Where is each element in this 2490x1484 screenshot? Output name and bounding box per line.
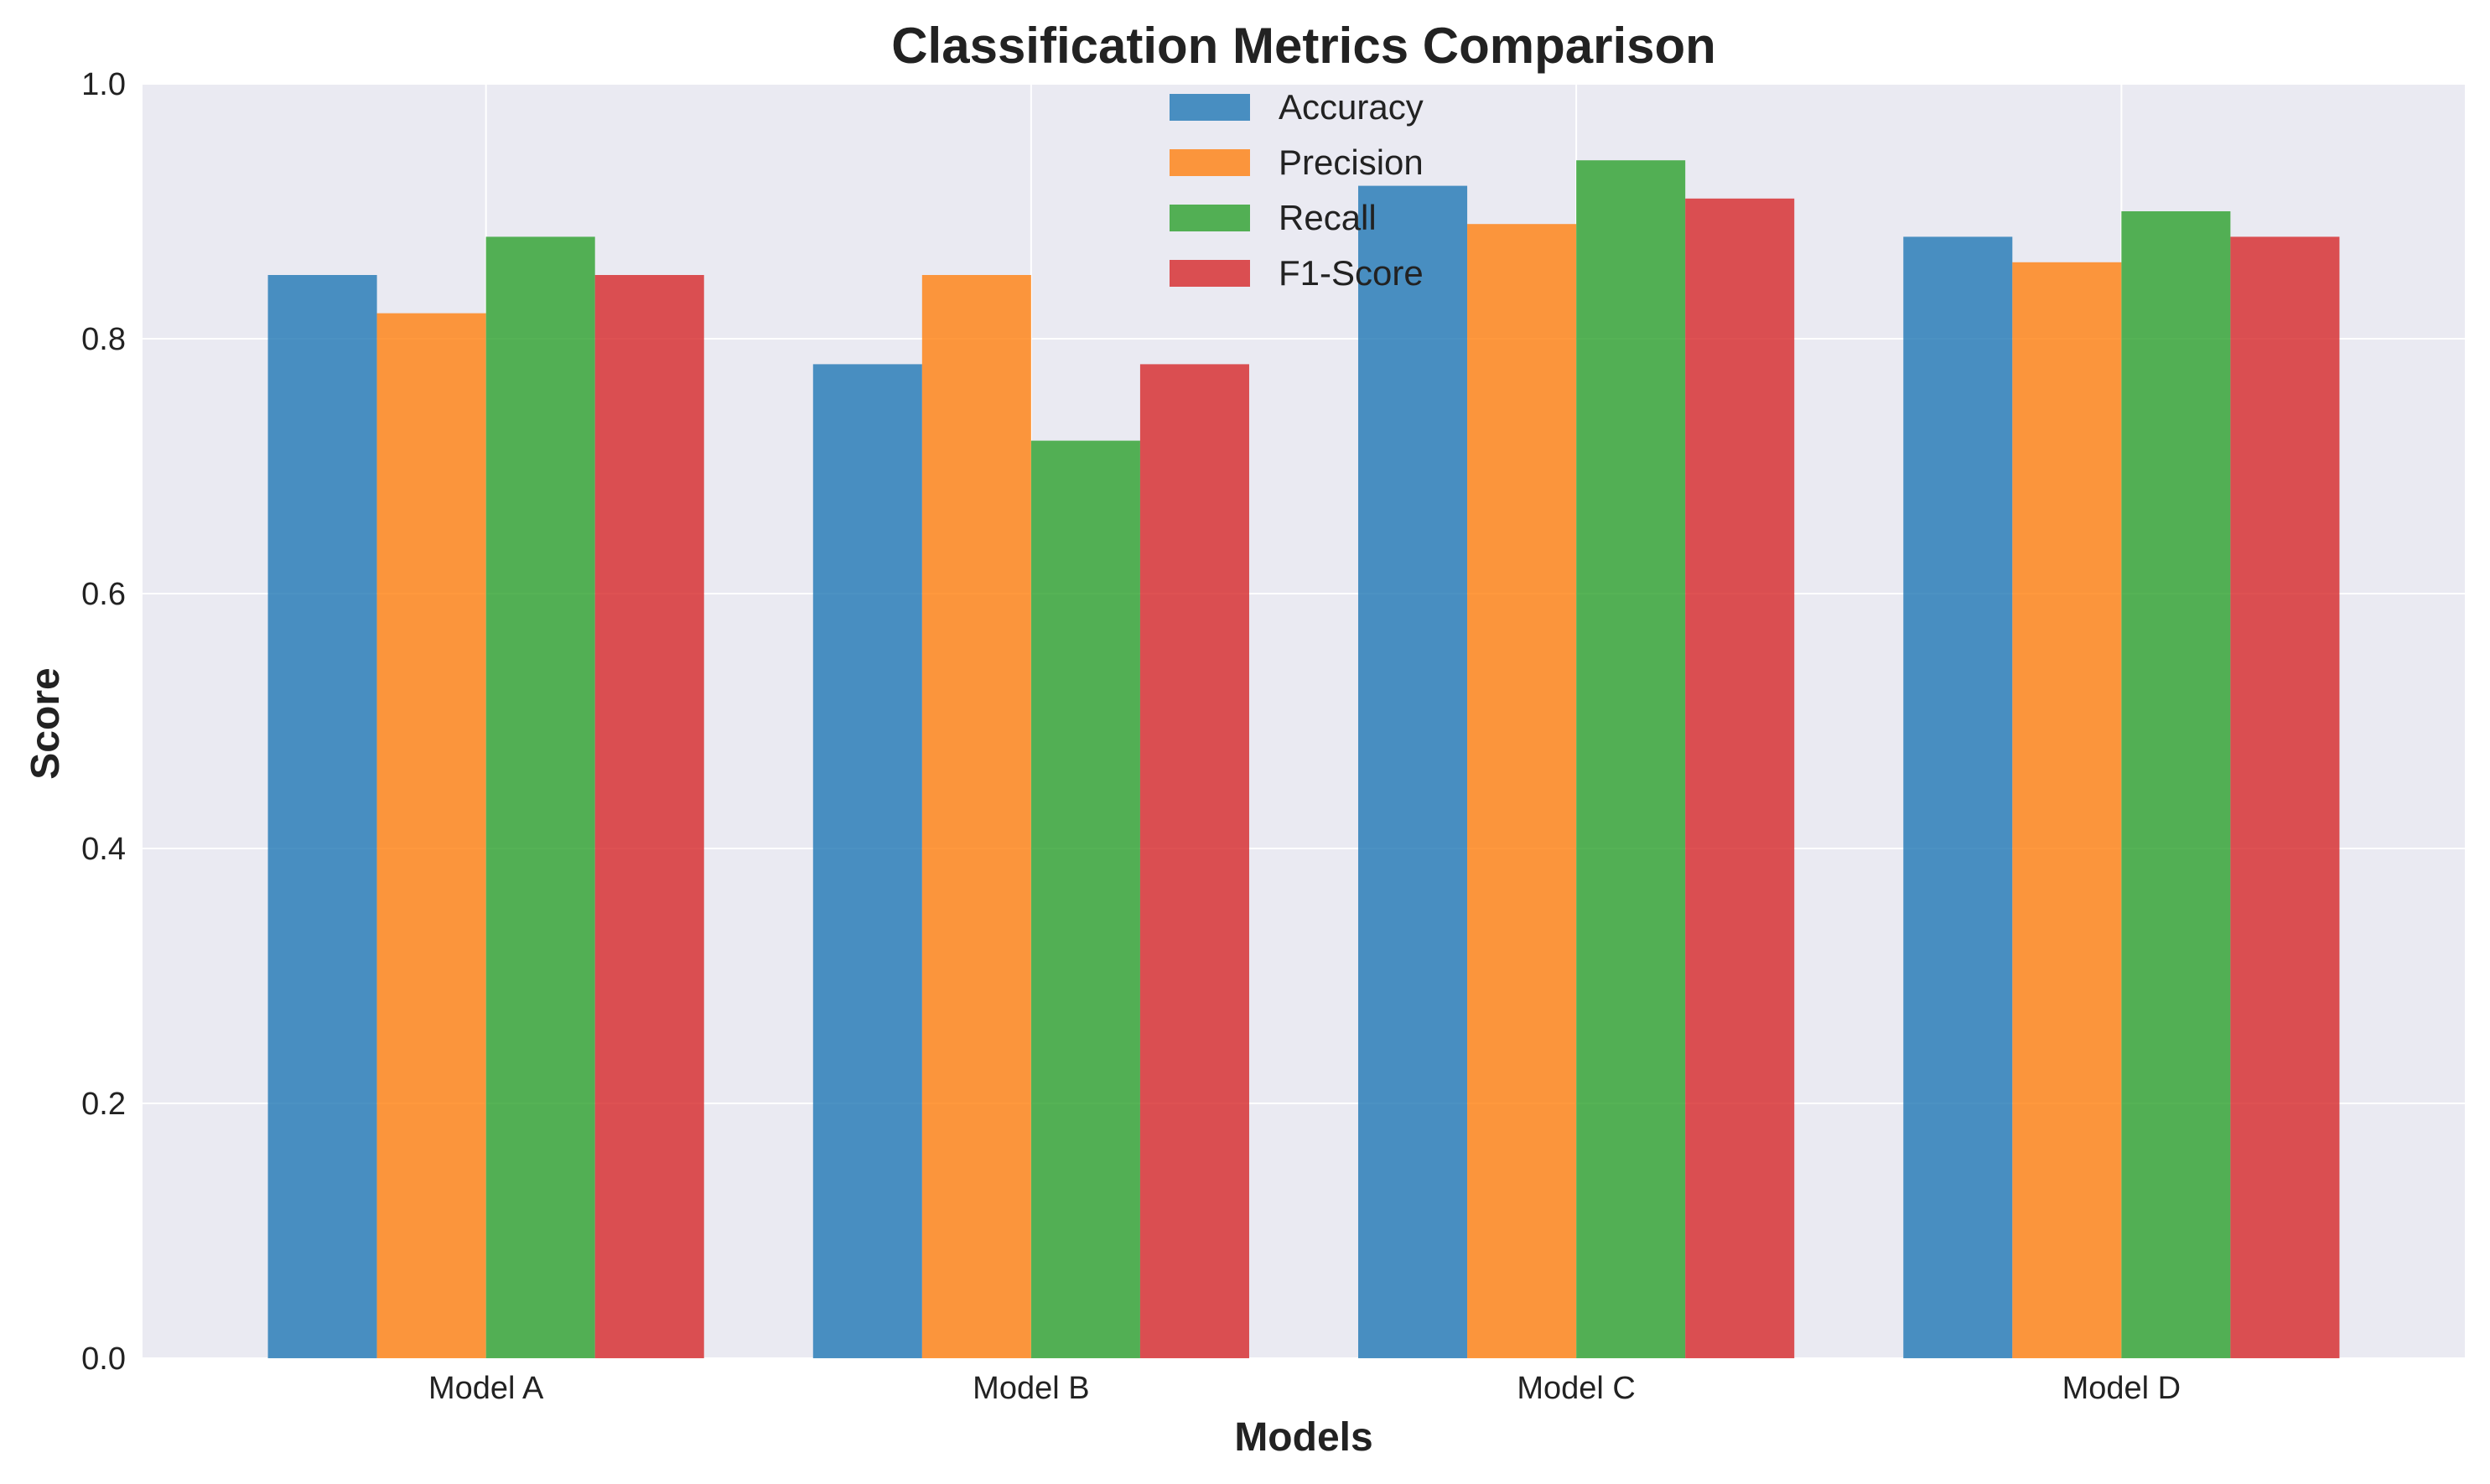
x-tick-label: Model A — [428, 1371, 544, 1406]
y-tick-label: 0.4 — [81, 832, 126, 867]
x-axis-label: Models — [1234, 1415, 1372, 1460]
bar-recall-model-b — [1030, 440, 1140, 1358]
legend-label: Precision — [1279, 143, 1424, 182]
bar-f1-score-model-d — [2230, 236, 2340, 1358]
x-tick-label: Model D — [2062, 1371, 2181, 1406]
x-tick-label: Model B — [973, 1371, 1089, 1406]
legend-label: F1-Score — [1279, 253, 1424, 293]
bar-precision-model-a — [376, 313, 486, 1359]
bar-f1-score-model-a — [594, 275, 704, 1358]
y-tick-label: 0.6 — [81, 577, 126, 612]
chart-title: Classification Metrics Comparison — [891, 18, 1716, 74]
x-tick-label: Model C — [1517, 1371, 1636, 1406]
bars — [267, 160, 2340, 1359]
legend-swatch-f1-score — [1170, 260, 1250, 287]
y-tick-label: 1.0 — [81, 67, 126, 102]
y-tick-label: 0.8 — [81, 322, 126, 357]
legend-swatch-recall — [1170, 205, 1250, 231]
y-tick-label: 0.0 — [81, 1341, 126, 1377]
legend-label: Recall — [1279, 198, 1377, 237]
legend-label: Accuracy — [1279, 87, 1424, 127]
bar-accuracy-model-a — [267, 275, 377, 1358]
bar-precision-model-c — [1467, 224, 1577, 1359]
bar-precision-model-b — [921, 275, 1031, 1358]
y-axis-label: Score — [23, 667, 68, 779]
bar-f1-score-model-b — [1139, 364, 1249, 1358]
bar-recall-model-c — [1576, 160, 1686, 1359]
bar-precision-model-d — [2012, 262, 2122, 1358]
bar-f1-score-model-c — [1685, 198, 1795, 1358]
legend: Accuracy Precision Recall F1-Score — [1170, 87, 1424, 293]
y-tick-label: 0.2 — [81, 1087, 126, 1122]
bar-accuracy-model-c — [1358, 185, 1468, 1359]
bar-recall-model-a — [485, 236, 595, 1358]
bar-accuracy-model-b — [812, 364, 922, 1358]
x-axis-ticks: Model A Model B Model C Model D — [428, 1371, 2181, 1406]
legend-swatch-precision — [1170, 149, 1250, 176]
legend-swatch-accuracy — [1170, 94, 1250, 121]
y-axis-ticks: 0.0 0.2 0.4 0.6 0.8 1.0 — [81, 67, 126, 1377]
bar-accuracy-model-d — [1903, 236, 2013, 1358]
bar-recall-model-d — [2121, 211, 2231, 1358]
